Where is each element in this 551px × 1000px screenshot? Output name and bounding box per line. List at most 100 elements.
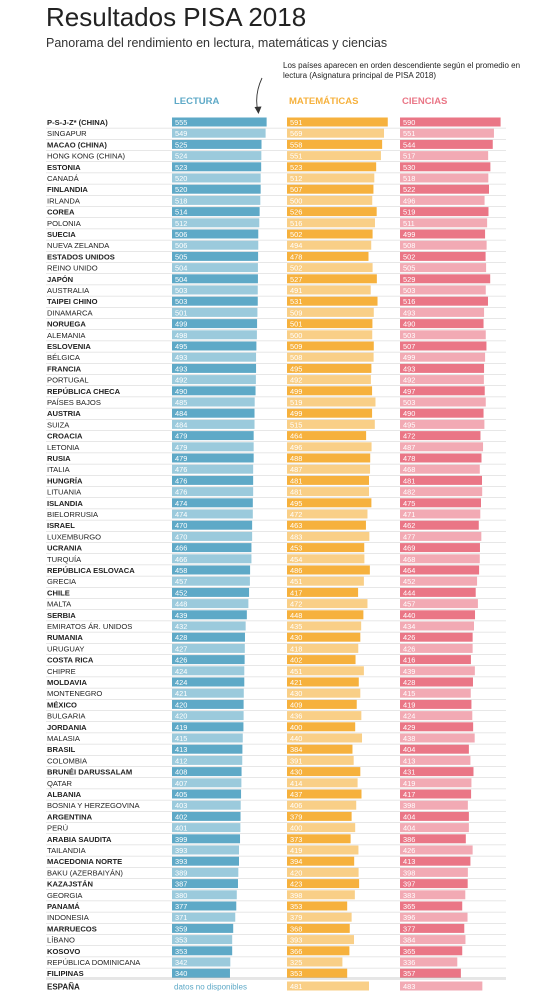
bar-lectura <box>172 946 233 956</box>
bar-lectura <box>172 319 258 329</box>
value-label-matematicas: 400 <box>290 723 302 732</box>
bar-ciencias <box>400 711 473 721</box>
country-label: REINO UNIDO <box>47 264 98 273</box>
bar-lectura <box>172 341 257 351</box>
bar-matematicas <box>287 912 352 922</box>
bar-matematicas <box>287 856 355 866</box>
bar-ciencias <box>400 823 469 833</box>
value-label-matematicas: 527 <box>290 275 302 284</box>
value-label-ciencias: 404 <box>403 745 415 754</box>
bar-ciencias <box>400 319 484 329</box>
country-label: BOSNIA Y HERZEGOVINA <box>47 801 140 810</box>
value-label-lectura: 498 <box>175 331 187 340</box>
value-label-matematicas: 463 <box>290 521 302 530</box>
country-label: LÍBANO <box>47 936 75 945</box>
value-label-ciencias: 386 <box>403 835 415 844</box>
country-label: ESTONIA <box>47 163 81 172</box>
value-label-ciencias: 477 <box>403 532 415 541</box>
bar-matematicas <box>287 755 354 765</box>
value-label-matematicas: 495 <box>290 499 302 508</box>
value-label-matematicas: 481 <box>290 488 302 497</box>
value-label-lectura: 402 <box>175 812 187 821</box>
bar-lectura <box>172 285 258 295</box>
bar-matematicas <box>287 453 371 463</box>
bar-matematicas <box>287 923 350 933</box>
bar-matematicas <box>287 576 364 586</box>
value-label-ciencias: 426 <box>403 846 415 855</box>
value-label-matematicas: 420 <box>290 868 302 877</box>
country-label: REPÚBLICA CHECA <box>47 387 121 396</box>
bar-lectura <box>172 218 260 228</box>
value-label-lectura: 353 <box>175 947 187 956</box>
bar-lectura <box>172 139 262 149</box>
bar-lectura <box>172 487 254 497</box>
country-label: HUNGRÍA <box>47 476 83 485</box>
country-label: KOSOVO <box>47 947 80 956</box>
value-label-ciencias: 413 <box>403 857 415 866</box>
bar-ciencias <box>400 733 475 743</box>
value-label-lectura: 520 <box>175 185 187 194</box>
country-label: REPÚBLICA ESLOVACA <box>47 566 135 575</box>
value-label-ciencias: 478 <box>403 454 415 463</box>
value-label-ciencias: 398 <box>403 868 415 877</box>
bar-matematicas <box>287 733 363 743</box>
value-label-matematicas: 409 <box>290 700 302 709</box>
value-label-lectura: 506 <box>175 241 187 250</box>
bar-matematicas <box>287 565 370 575</box>
value-label-matematicas: 430 <box>290 633 302 642</box>
value-label-lectura: 458 <box>175 566 187 575</box>
value-label-lectura: 413 <box>175 745 187 754</box>
bar-matematicas <box>287 543 365 553</box>
country-label: SERBIA <box>47 611 76 620</box>
bar-matematicas <box>287 834 351 844</box>
value-label-lectura: 479 <box>175 443 187 452</box>
bar-ciencias <box>400 408 484 418</box>
value-label-ciencias: 469 <box>403 544 415 553</box>
bar-ciencias <box>400 195 485 205</box>
value-label-matematicas: 483 <box>290 532 302 541</box>
value-label-matematicas: 353 <box>290 969 302 978</box>
value-label-lectura: 412 <box>175 756 187 765</box>
bar-ciencias <box>400 520 479 530</box>
value-label-lectura: 476 <box>175 488 187 497</box>
value-label-lectura: 499 <box>175 320 187 329</box>
bar-lectura <box>172 823 241 833</box>
country-label: NUEVA ZELANDA <box>47 241 110 250</box>
bar-matematicas <box>287 901 348 911</box>
bar-ciencias <box>400 263 487 273</box>
value-label-lectura: 420 <box>175 712 187 721</box>
bar-lectura <box>172 363 257 373</box>
value-label-matematicas: 488 <box>290 454 302 463</box>
value-label-lectura: 401 <box>175 824 187 833</box>
value-label-matematicas: 435 <box>290 622 302 631</box>
bar-ciencias <box>400 800 468 810</box>
bar-lectura <box>172 599 249 609</box>
value-label-ciencias: 490 <box>403 320 415 329</box>
bar-matematicas <box>287 487 370 497</box>
value-label-ciencias: 464 <box>403 566 415 575</box>
value-label-matematicas: 366 <box>290 947 302 956</box>
bar-lectura <box>172 565 251 575</box>
bar-matematicas <box>287 655 356 665</box>
value-label-ciencias: 434 <box>403 622 415 631</box>
country-label: LUXEMBURGO <box>47 532 101 541</box>
value-label-matematicas: 421 <box>290 678 302 687</box>
bar-lectura <box>172 677 245 687</box>
value-label-ciencias: 522 <box>403 185 415 194</box>
country-label: ARGENTINA <box>47 812 93 821</box>
bar-matematicas <box>287 207 377 217</box>
bar-ciencias <box>400 363 485 373</box>
bar-matematicas <box>287 397 376 407</box>
value-label-lectura: 380 <box>175 891 187 900</box>
bar-lectura <box>172 901 237 911</box>
country-label: RUSIA <box>47 454 71 463</box>
value-label-lectura: 371 <box>175 913 187 922</box>
value-label-ciencias: 415 <box>403 689 415 698</box>
bar-lectura <box>172 173 261 183</box>
bar-ciencias <box>400 531 482 541</box>
bar-ciencias <box>400 744 469 754</box>
value-label-ciencias: 551 <box>403 129 415 138</box>
value-label-matematicas: 500 <box>290 331 302 340</box>
value-label-matematicas: 384 <box>290 745 302 754</box>
bar-lectura <box>172 296 258 306</box>
